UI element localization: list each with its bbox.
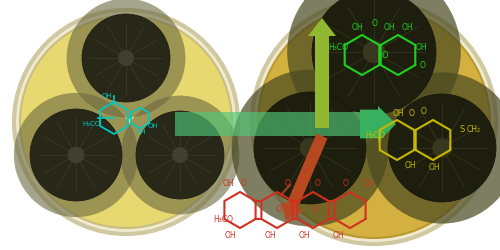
Text: OH: OH [148, 123, 158, 129]
Text: OH: OH [352, 22, 364, 32]
Circle shape [252, 0, 496, 244]
Text: OH: OH [102, 93, 113, 99]
Circle shape [20, 16, 232, 228]
FancyArrow shape [281, 134, 328, 221]
Text: OH: OH [265, 232, 276, 240]
Circle shape [300, 138, 320, 158]
Text: OH: OH [136, 129, 146, 135]
Circle shape [287, 0, 461, 139]
Text: O: O [372, 18, 378, 28]
Circle shape [30, 109, 122, 201]
Text: O: O [382, 50, 388, 59]
Circle shape [120, 96, 240, 214]
Text: S: S [459, 126, 464, 134]
Bar [175, 112, 360, 136]
Text: O: O [241, 180, 247, 188]
Text: OH: OH [223, 180, 234, 188]
Text: O: O [409, 110, 415, 118]
Circle shape [82, 14, 170, 102]
Circle shape [232, 70, 388, 226]
Circle shape [432, 138, 452, 158]
Text: H₃CO: H₃CO [213, 216, 233, 224]
Text: O: O [343, 180, 349, 188]
Text: OH: OH [225, 232, 236, 240]
Circle shape [118, 50, 134, 66]
Text: OH: OH [402, 22, 413, 32]
Circle shape [68, 147, 84, 163]
Circle shape [312, 0, 436, 114]
Text: O: O [110, 101, 116, 107]
Text: OH: OH [416, 42, 428, 51]
FancyArrow shape [308, 18, 336, 128]
Text: O: O [311, 206, 318, 214]
Text: CH₂: CH₂ [467, 126, 481, 134]
Circle shape [388, 94, 496, 202]
Circle shape [366, 72, 500, 224]
Circle shape [66, 0, 186, 118]
Text: H₃CO: H₃CO [328, 42, 348, 51]
Circle shape [172, 147, 188, 163]
Text: OH: OH [429, 164, 440, 172]
Circle shape [254, 92, 366, 204]
Circle shape [14, 93, 138, 217]
Text: O: O [275, 206, 281, 214]
Text: OH: OH [333, 232, 344, 240]
Text: H₃CO: H₃CO [82, 121, 100, 127]
Circle shape [363, 41, 385, 63]
Text: O: O [315, 180, 321, 188]
Text: OH: OH [393, 110, 404, 118]
Text: H₃CO: H₃CO [365, 132, 385, 140]
Text: O: O [421, 108, 427, 116]
Text: O: O [285, 180, 291, 188]
Text: OH: OH [384, 22, 396, 32]
FancyArrow shape [360, 106, 396, 142]
Circle shape [136, 111, 224, 199]
Circle shape [14, 10, 238, 234]
Text: OH: OH [405, 162, 416, 170]
Circle shape [258, 6, 490, 238]
Text: OH: OH [299, 232, 310, 240]
Text: OH: OH [363, 180, 374, 188]
Text: O: O [420, 60, 426, 70]
